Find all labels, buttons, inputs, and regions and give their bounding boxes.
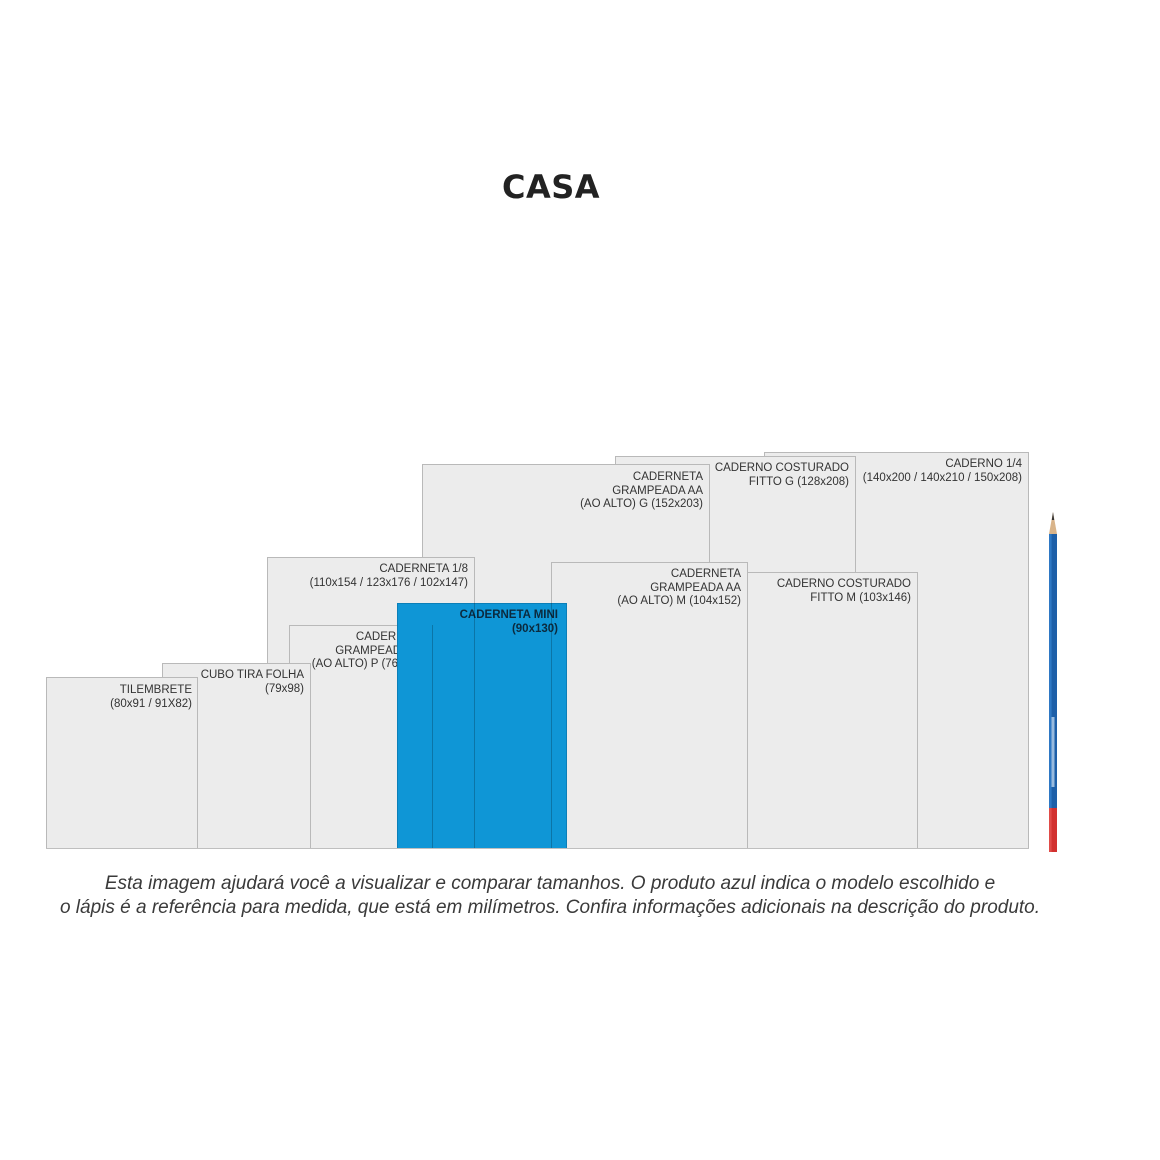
- box-label-name: CUBO TIRA FOLHA: [200, 669, 304, 681]
- page-title: CASA: [501, 168, 601, 206]
- box-label-name: CADERNETA 1/8: [379, 563, 468, 575]
- box-label-name: CADERNETA GRAMPEADA AA: [650, 568, 741, 594]
- box-label-dims: (140x200 / 140x210 / 150x208): [862, 471, 1022, 484]
- box-caderno-costurado-fitto-m: CADERNO COSTURADO FITTO M (103x146): [747, 572, 918, 849]
- box-label-dims: (AO ALTO) G (152x203): [580, 498, 703, 510]
- box-label-dims: (110x154 / 123x176 / 102x147): [309, 576, 468, 589]
- baseline: [46, 848, 1029, 849]
- box-label-name: CADERNETA MINI: [459, 609, 558, 621]
- box-label-dims: FITTO M (103x146): [810, 591, 911, 604]
- box-label-name: CADERNO 1/4: [945, 458, 1022, 470]
- box-label-dims: FITTO G (128x208): [748, 475, 849, 488]
- box-label-dims: (AO ALTO) M (104x152): [617, 595, 741, 607]
- box-label-dims: (90x130): [511, 622, 558, 635]
- pencil-icon: [1049, 512, 1057, 852]
- box-label-name: CADERNO COSTURADO: [776, 578, 911, 590]
- box-caderneta-grampeada-aa-m: CADERNETA GRAMPEADA AA (AO ALTO) M (104x…: [551, 562, 748, 849]
- box-label-name: TILEMBRETE: [119, 684, 192, 696]
- outline-overlay: [551, 603, 552, 849]
- box-label-dims: (80x91 / 91X82): [110, 697, 192, 710]
- box-label-dims: (79x98): [265, 682, 304, 695]
- box-label-name: CADERNETA GRAMPEADA AA: [612, 471, 703, 497]
- box-caderneta-mini-highlight: CADERNETA MINI (90x130): [397, 603, 567, 849]
- caption-line-2: o lápis é a referência para medida, que …: [59, 897, 1041, 918]
- outline-overlay: [474, 603, 475, 849]
- caption-line-1: Esta imagem ajudará você a visualizar e …: [104, 873, 996, 894]
- caption: Esta imagem ajudará você a visualizar e …: [0, 872, 1100, 920]
- box-label-name: CADERNO COSTURADO: [714, 462, 849, 474]
- box-tilembrete: TILEMBRETE (80x91 / 91X82): [46, 677, 198, 849]
- outline-overlay: [432, 625, 433, 849]
